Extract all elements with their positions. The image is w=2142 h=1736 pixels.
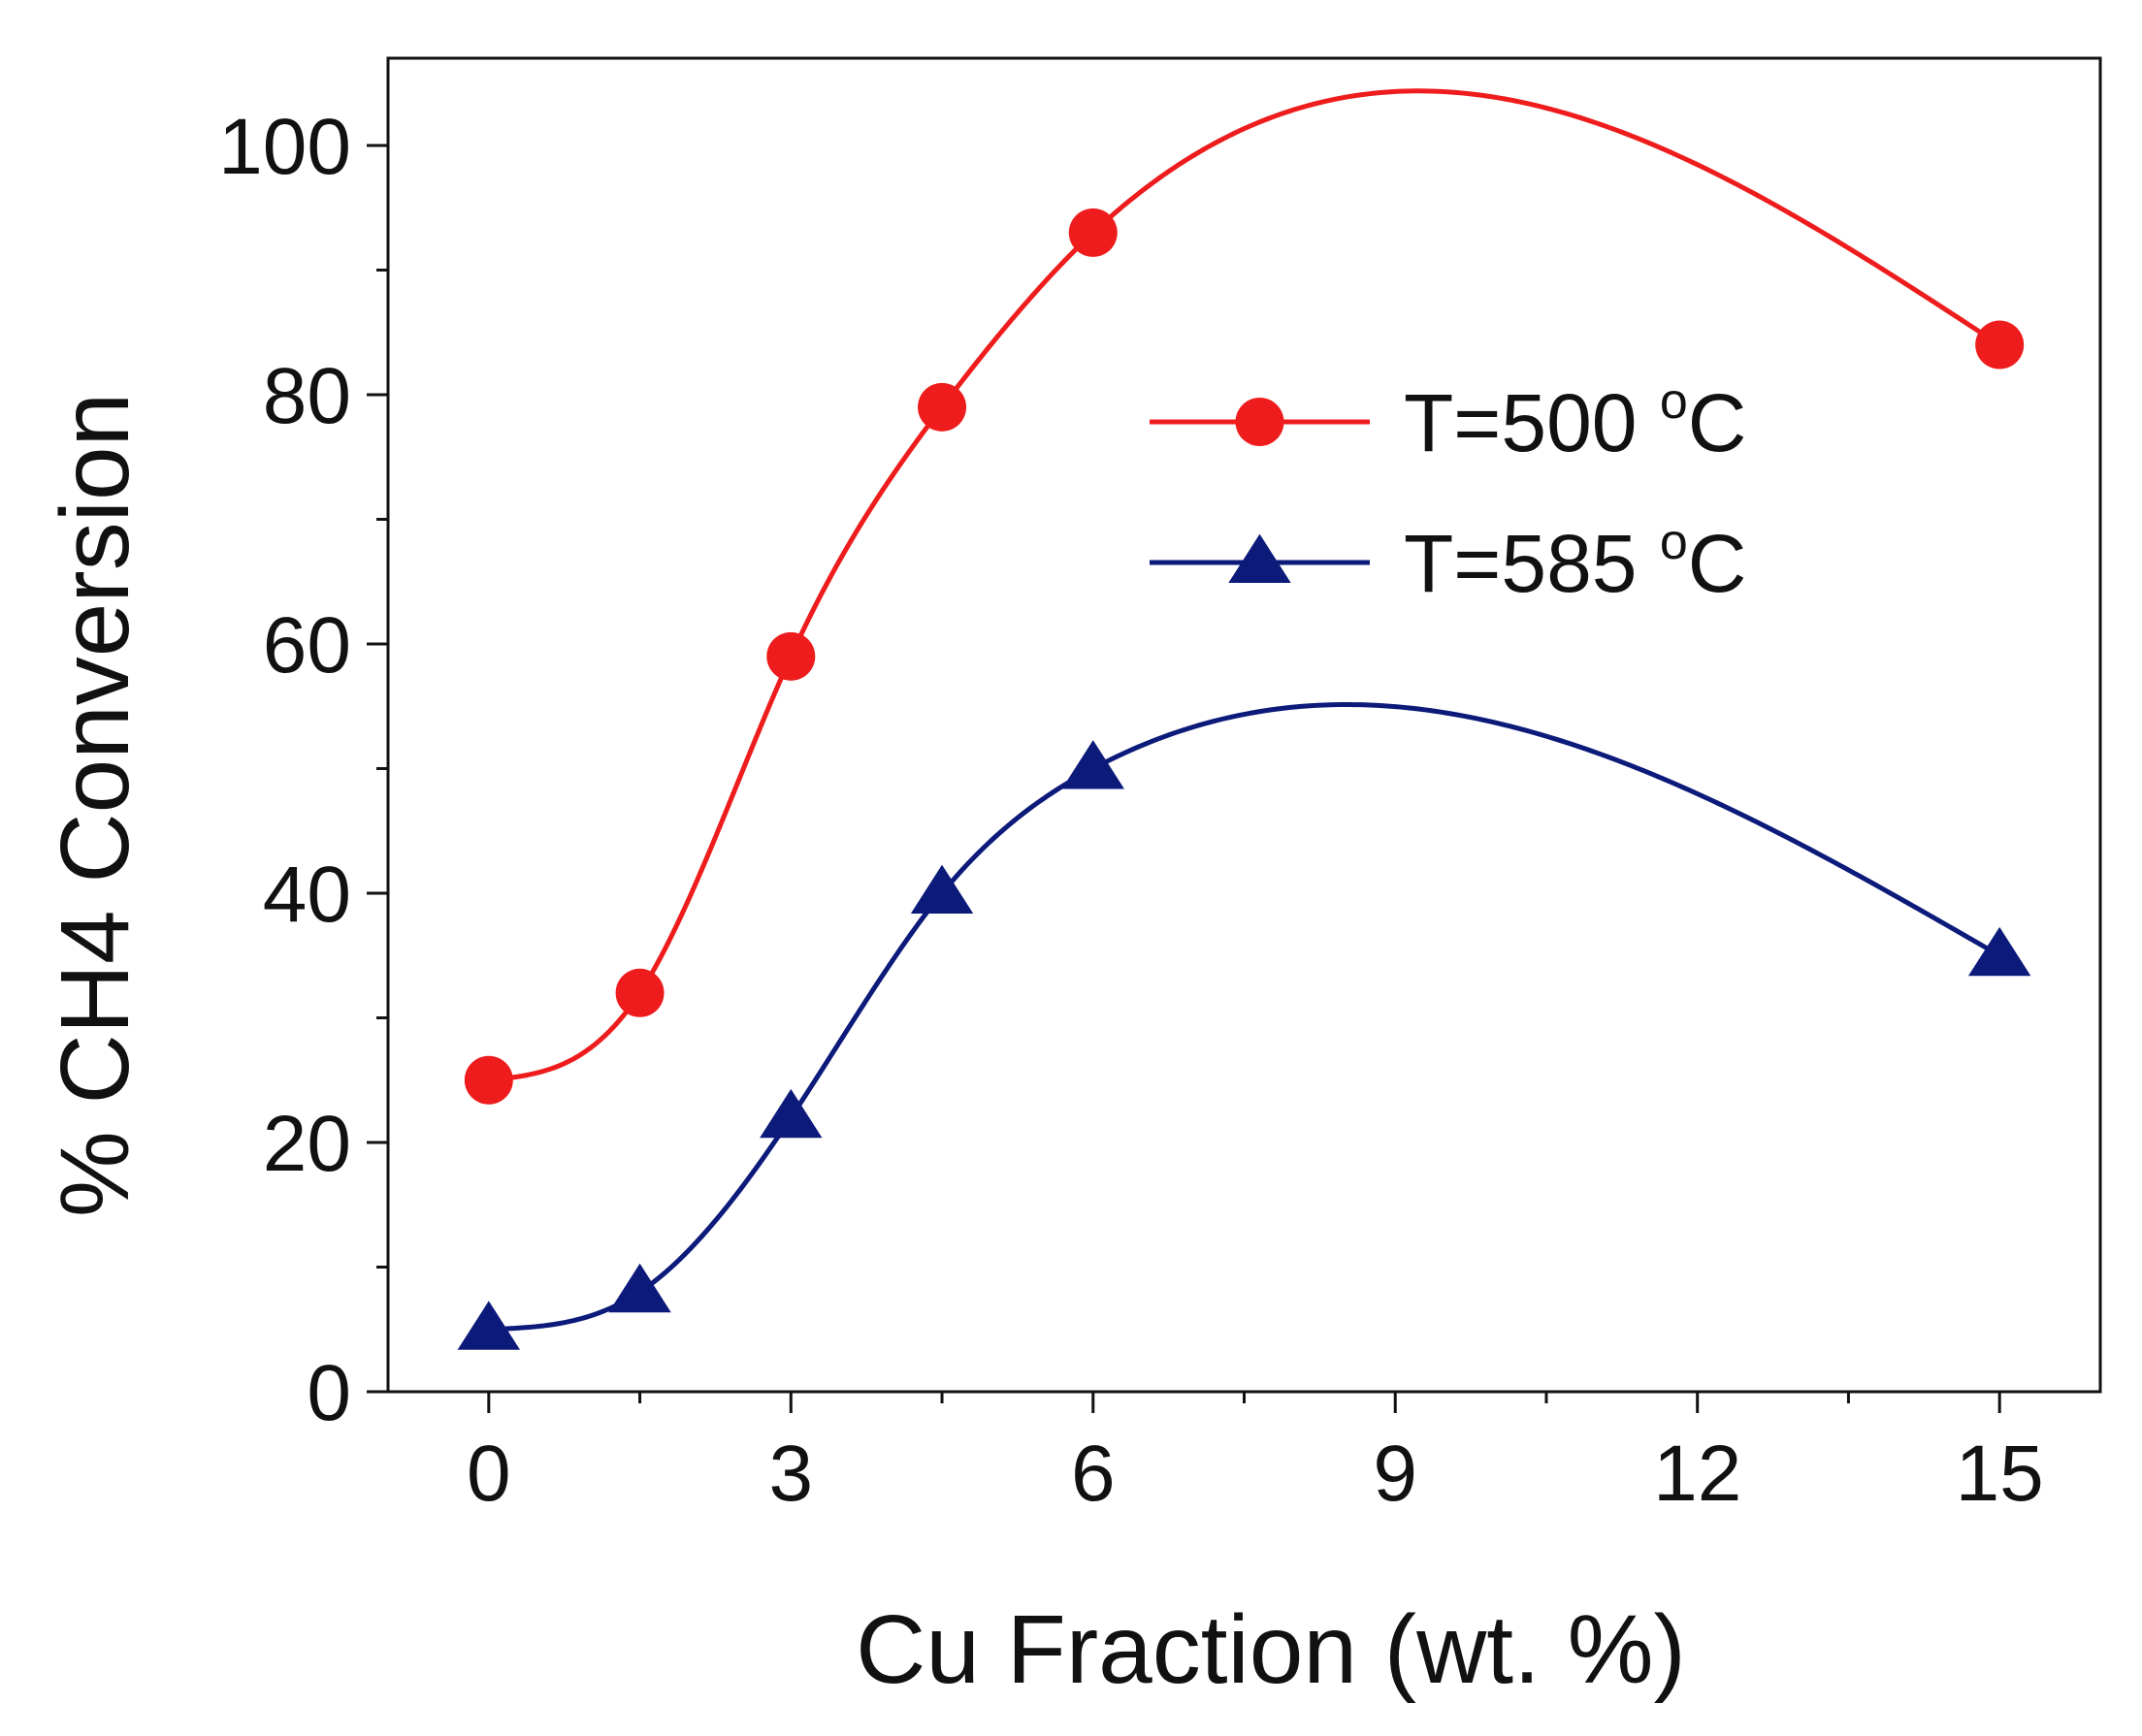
legend-label-text: T=585 <box>1404 518 1660 609</box>
series-1-point <box>465 1056 513 1105</box>
legend-marker-1 <box>1236 398 1284 446</box>
y-tick-label: 20 <box>263 1100 351 1188</box>
y-tick-label: 100 <box>218 103 351 191</box>
legend-degree-symbol: o <box>1660 373 1688 430</box>
x-tick-label: 6 <box>1071 1430 1116 1518</box>
chart: 0 3 6 9 12 15 020406080100 T=500 oCT=585 oC C… <box>0 0 2142 1736</box>
y-tick-label: 40 <box>263 851 351 939</box>
legend-label-2: T=585 oC <box>1404 514 1746 609</box>
x-tick-label: 3 <box>768 1430 813 1518</box>
y-tick-label: 0 <box>307 1349 351 1437</box>
x-tick-label: 9 <box>1373 1430 1417 1518</box>
x-tick-label: 15 <box>1956 1430 2044 1518</box>
legend-label-1: T=500 oC <box>1404 373 1746 468</box>
y-tick-label: 60 <box>263 601 351 690</box>
x-tick-label: 12 <box>1653 1430 1741 1518</box>
y-axis-title: % CH4 Conversion <box>41 393 149 1217</box>
x-tick-label: 0 <box>467 1430 511 1518</box>
legend-unit: C <box>1688 518 1747 609</box>
x-axis-title: Cu Fraction (wt. %) <box>856 1595 1686 1704</box>
series-1-point <box>1069 209 1118 257</box>
legend-unit: C <box>1688 377 1747 468</box>
y-tick-label: 80 <box>263 352 351 440</box>
series-1-point <box>1975 321 2024 370</box>
legend-label-text: T=500 <box>1404 377 1660 468</box>
series-1-point <box>766 632 815 681</box>
legend-degree-symbol: o <box>1660 514 1688 570</box>
series-1-point <box>616 969 665 1017</box>
series-1-point <box>918 383 966 432</box>
